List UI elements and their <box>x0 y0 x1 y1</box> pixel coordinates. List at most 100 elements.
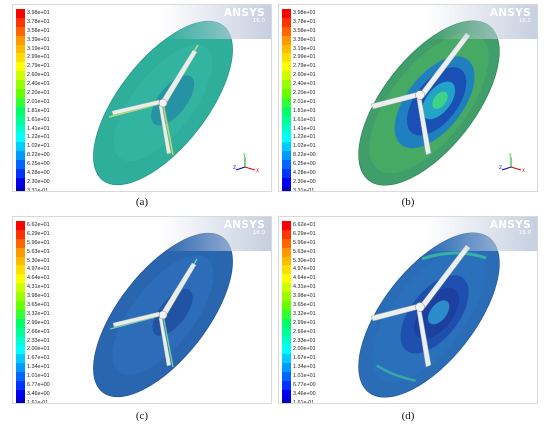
legend-label: 4.97e+01 <box>293 266 316 273</box>
legend-row: 5.63e+01 <box>282 247 342 257</box>
legend-row: 3.98e+01 <box>282 9 342 18</box>
contour-plot-a <box>93 20 233 186</box>
legend-label: 2.66e+01 <box>293 328 316 335</box>
legend-swatch <box>16 274 25 284</box>
legend-label: 3.78e+01 <box>293 18 316 25</box>
legend-label: 2.30e+00 <box>293 178 316 185</box>
legend-row: 1.22e+01 <box>282 133 342 143</box>
legend-row: 2.40e+01 <box>282 80 342 90</box>
legend-row: 2.99e+01 <box>282 318 342 328</box>
ansys-logo: ANSYS 16.0 <box>224 219 265 236</box>
legend-label: 6.25e+00 <box>27 161 50 168</box>
color-legend-c: 6.62e+01 6.29e+01 5.96e+01 5.63e+01 5.30e+01… <box>16 221 76 403</box>
legend-swatch <box>16 292 25 302</box>
legend-swatch <box>282 221 291 230</box>
contour-panel-a: ANSYS 16.0 3.98e+01 3.78e+01 3.58e+01 3.39e… <box>12 4 272 192</box>
legend-swatch <box>282 9 291 18</box>
legend-label: 3.31e-01 <box>293 187 315 192</box>
legend-label: 2.40e+01 <box>27 81 50 88</box>
legend-row: 4.28e+00 <box>16 169 76 178</box>
legend-label: 3.98e+01 <box>293 10 316 16</box>
legend-label: 4.97e+01 <box>27 266 50 273</box>
legend-swatch <box>16 177 25 187</box>
legend-row: 3.65e+01 <box>282 301 342 310</box>
legend-swatch <box>282 336 291 346</box>
legend-label: 1.01e+01 <box>27 373 50 380</box>
legend-row: 2.79e+01 <box>16 62 76 72</box>
legend-row: 3.98e+01 <box>282 292 342 302</box>
legend-row: 6.77e+00 <box>16 381 76 390</box>
ansys-logo-text: ANSYS <box>223 7 265 19</box>
axis-z-label: Z <box>499 165 502 171</box>
legend-row: 3.19e+01 <box>16 44 76 54</box>
legend-swatch <box>16 169 25 178</box>
legend-swatch <box>16 44 25 54</box>
legend-label: 1.02e+01 <box>27 143 50 150</box>
legend-row: 3.98e+01 <box>16 9 76 18</box>
legend-label: 2.33e+01 <box>27 337 50 344</box>
legend-swatch <box>16 301 25 310</box>
legend-swatch <box>16 17 25 27</box>
legend-swatch <box>282 363 291 373</box>
legend-row: 2.66e+01 <box>16 327 76 337</box>
color-legend-d: 6.62e+01 6.29e+01 5.96e+01 5.63e+01 5.30e+01… <box>282 221 342 403</box>
legend-label: 2.60e+01 <box>27 72 50 79</box>
legend-label: 3.65e+01 <box>27 302 50 309</box>
legend-swatch <box>16 160 25 170</box>
legend-row: 1.81e+01 <box>16 106 76 116</box>
legend-row: 2.00e+01 <box>282 345 342 355</box>
legend-label: 1.02e+01 <box>293 143 316 150</box>
legend-label: 2.30e+00 <box>27 178 50 185</box>
ansys-logo-text: ANSYS <box>223 219 265 231</box>
legend-row: 1.34e+01 <box>282 363 342 373</box>
legend-swatch <box>282 151 291 161</box>
legend-swatch <box>282 115 291 125</box>
legend-label: 4.64e+01 <box>293 275 316 282</box>
brand-backdrop <box>427 5 537 39</box>
legend-swatch <box>16 354 25 364</box>
legend-row: 3.46e+00 <box>282 389 342 399</box>
legend-swatch <box>282 292 291 302</box>
legend-row: 2.01e+01 <box>16 97 76 107</box>
legend-row: 3.65e+01 <box>16 301 76 310</box>
legend-swatch <box>16 186 25 191</box>
legend-row: 3.32e+01 <box>16 309 76 319</box>
legend-swatch <box>16 71 25 81</box>
legend-row: 2.33e+01 <box>16 336 76 346</box>
legend-row: 4.31e+01 <box>282 283 342 293</box>
legend-label: 3.39e+01 <box>293 36 316 43</box>
legend-swatch <box>16 62 25 72</box>
legend-label: 6.25e+00 <box>293 161 316 168</box>
legend-swatch <box>282 309 291 319</box>
legend-row: 4.64e+01 <box>16 274 76 284</box>
legend-label: 6.77e+00 <box>27 382 50 389</box>
contour-plot-d <box>358 232 500 398</box>
legend-label: 2.79e+01 <box>27 63 50 70</box>
ansys-version: 16.0 <box>518 18 531 24</box>
ansys-version: 16.0 <box>252 230 265 236</box>
axis-y-label: Y <box>508 153 512 159</box>
legend-label: 1.41e+01 <box>27 125 50 132</box>
legend-swatch <box>16 318 25 328</box>
legend-label: 1.67e+01 <box>27 355 50 362</box>
ansys-logo: ANSYS 16.0 <box>490 219 531 236</box>
legend-row: 1.22e+01 <box>16 133 76 143</box>
legend-label: 3.39e+01 <box>27 36 50 43</box>
legend-row: 2.20e+01 <box>16 89 76 98</box>
legend-swatch <box>282 160 291 170</box>
caption-c: (c) <box>135 410 149 422</box>
legend-row: 1.41e+01 <box>282 124 342 134</box>
legend-swatch <box>282 398 291 403</box>
legend-swatch <box>16 9 25 18</box>
legend-swatch <box>16 115 25 125</box>
legend-swatch <box>282 133 291 143</box>
legend-swatch <box>16 283 25 293</box>
legend-row: 4.28e+00 <box>282 169 342 178</box>
caption-a: (a) <box>135 196 149 208</box>
legend-label: 4.28e+00 <box>293 170 316 177</box>
legend-row: 3.39e+01 <box>16 35 76 45</box>
legend-row: 6.62e+01 <box>16 221 76 230</box>
legend-swatch <box>282 283 291 293</box>
legend-label: 3.19e+01 <box>27 45 50 52</box>
legend-swatch <box>282 177 291 187</box>
